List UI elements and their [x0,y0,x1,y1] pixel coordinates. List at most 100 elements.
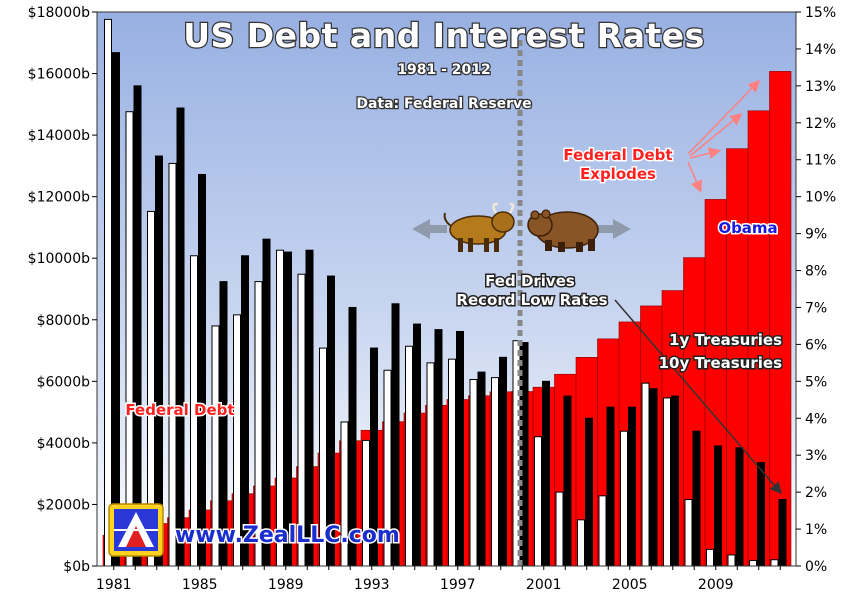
right-tick-label: 7% [805,300,827,316]
zeal-logo-icon [108,503,164,557]
treasury-1y-bar-1998 [469,378,478,567]
left-tick-label: $4000b [37,436,91,452]
treasury-10y-bar-2011 [757,462,765,567]
treasury-1y-bar-1982 [125,111,134,567]
treasury-1y-bar-2002 [555,491,564,567]
right-tick-label: 4% [805,411,827,427]
x-tick-label: 2001 [526,577,562,593]
treasury-10y-bar-2012 [778,499,787,567]
right-tick-label: 3% [805,448,827,464]
debt-explodes-line-1: Federal Debt [563,146,672,164]
treasury-10y-bar-1999 [499,356,507,567]
left-tick-label: $18000b [28,5,90,21]
x-tick-label: 1993 [354,577,390,593]
treasury-10y-bar-1998 [477,371,486,567]
right-tick-label: 2% [805,485,827,501]
x-tick-label: 2009 [698,577,734,593]
left-tick-label: $10000b [28,251,90,267]
treasury-1y-bar-1995 [405,345,413,567]
right-axis: 0% 1% 2% 3% 4% 5% 6% 7% 8% 9% 10% 11% 12% 13% 14% 15% [796,5,836,575]
federal-debt-bar-2012 [769,71,792,567]
treasury-1y-bar-2004 [598,495,607,567]
left-axis: $0b $2000b $4000b $6000b $8000b $10000b $12000… [28,5,97,575]
treasury-1y-bar-1996 [426,362,435,567]
left-tick-label: $14000b [28,128,90,144]
treasury-10y-bar-1990 [305,249,314,567]
treasury-10y-bar-2010 [735,447,744,567]
treasury-1y-bar-1984 [168,162,177,567]
treasury-1y-bar-2012 [770,559,779,567]
treasury-10y-bar-1984 [176,107,185,567]
x-tick-label: 2005 [612,577,648,593]
treasury-label-10y: 10y Treasuries [659,354,782,372]
federal-debt-label: Federal Debt [125,401,234,419]
x-tick-label: 1997 [440,577,476,593]
treasury-1y-bar-2011 [749,559,757,567]
right-tick-label: 10% [805,190,836,206]
treasury-1y-bar-2003 [577,519,585,567]
right-tick-label: 8% [805,264,827,280]
treasury-1y-bar-2001 [534,436,542,567]
treasury-1y-bar-2009 [706,548,714,567]
right-tick-label: 9% [805,227,827,243]
treasury-10y-bar-2002 [563,395,572,567]
x-tick-label: 1981 [96,577,132,593]
treasury-10y-bar-1988 [262,238,271,567]
treasury-10y-bar-1981 [112,52,120,567]
obama-label: Obama [718,219,777,237]
bull-bear-illustration [412,202,631,252]
treasury-1y-bar-1997 [448,358,456,567]
treasury-1y-bar-1999 [491,377,499,567]
debt-explodes-arrows [687,79,761,193]
treasury-10y-bar-2005 [628,406,636,567]
treasury-10y-bar-1985 [198,174,206,567]
treasury-10y-bar-1982 [133,85,142,567]
treasury-1y-bar-1989 [276,249,284,567]
right-tick-label: 11% [805,153,836,169]
left-tick-label: $12000b [28,190,90,206]
fed-drives-line-1: Fed Drives [485,272,575,290]
left-tick-label: $6000b [37,374,91,390]
left-tick-label: $2000b [37,497,91,513]
right-tick-label: 13% [805,79,836,95]
treasury-10y-bar-1989 [284,251,292,567]
treasury-1y-bar-1981 [104,18,112,567]
treasury-1y-bar-2007 [663,397,671,567]
treasury-10y-bar-2006 [649,388,658,567]
treasury-1y-bar-2008 [684,499,693,567]
chart-title: US Debt and Interest Rates [183,16,705,55]
chart-subtitle: 1981 - 2012 [397,62,491,78]
treasury-10y-bar-1997 [456,330,464,567]
plot-frame [96,11,797,567]
treasury-1y-bar-2005 [620,430,628,567]
left-tick-label: $16000b [28,67,90,83]
right-tick-label: 14% [805,42,836,58]
right-tick-label: 5% [805,374,827,390]
treasury-10y-bar-2004 [606,406,615,567]
left-arrow-icon [412,219,447,239]
fed-drives-arrow [614,299,782,495]
debt-explodes-line-2: Explodes [580,165,656,183]
right-tick-label: 12% [805,116,836,132]
right-tick-label: 15% [805,5,836,21]
right-arrow-icon [598,219,631,239]
x-tick-label: 1985 [182,577,218,593]
treasury-10y-bar-2003 [585,417,593,567]
x-axis: 1981 1985 1989 1993 1997 2001 2005 2009 [96,566,781,593]
data-source: Data: Federal Reserve [356,96,531,112]
treasury-10y-bar-2008 [692,430,701,567]
treasury-10y-bar-1996 [434,329,443,567]
bull-icon [443,202,515,252]
treasury-10y-bar-2009 [714,445,722,567]
right-tick-label: 1% [805,522,827,538]
fed-drives-line-2: Record Low Rates [456,291,607,309]
right-tick-label: 0% [805,559,827,575]
treasury-10y-bar-2001 [542,380,550,567]
bars-group [102,18,792,567]
left-tick-label: $8000b [37,313,91,329]
treasury-label-1y: 1y Treasuries [669,331,782,349]
watermark-url: www.ZealLLC.com [175,523,400,548]
treasury-1y-bar-2010 [727,554,736,567]
right-tick-label: 6% [805,337,827,353]
